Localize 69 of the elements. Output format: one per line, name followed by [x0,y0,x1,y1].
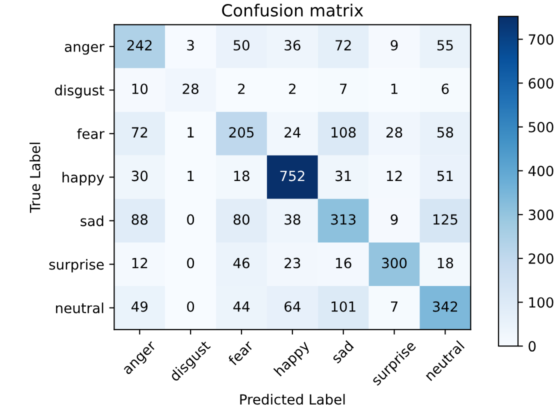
data-label: 31 [336,170,351,182]
y-tick-label: sad [80,215,104,226]
data-label: 2 [289,84,296,94]
data-label: 1 [391,84,398,94]
color-bar-label: 100 [529,297,554,308]
y-axis-title: True Label [30,142,40,213]
data-label: 28 [386,127,402,138]
data-label: 72 [132,127,148,138]
data-label: 0 [187,301,194,312]
color-bar-label: 300 [528,210,554,220]
data-label: 28 [182,84,198,94]
x-tick-label: sad [330,340,354,364]
data-label: 7 [390,302,398,312]
data-label: 18 [438,258,454,268]
y-tick-label: anger [64,44,104,55]
data-label: 9 [390,40,398,51]
data-label: 16 [336,258,352,268]
color-bar-label: 600 [528,78,554,89]
color-bar-label: 700 [528,34,554,45]
color-bar-label: 0 [528,341,536,352]
color-bar-label: 200 [528,253,554,264]
data-label: 38 [284,214,300,225]
data-label: 752 [280,170,304,182]
x-tick-label: fear [227,339,254,366]
data-label: 3 [187,40,194,51]
data-label: 24 [284,127,300,138]
data-label: 342 [433,301,458,312]
data-label: 46 [233,258,250,268]
x-axis-title: Predicted Label [240,394,345,405]
data-label: 7 [340,84,347,94]
data-label: 0 [187,258,194,268]
data-label: 44 [233,302,250,312]
data-label: 12 [132,258,148,268]
data-label: 55 [437,40,453,51]
data-label: 313 [331,214,356,225]
data-label: 6 [442,84,449,94]
data-label: 18 [234,170,250,182]
data-label: 72 [336,40,351,50]
data-label: 12 [386,170,402,181]
data-label: 88 [132,214,148,225]
y-tick-label: surprise [49,258,104,272]
data-label: 49 [131,301,148,312]
data-label: 300 [382,258,407,268]
data-label: 50 [234,40,250,51]
data-label: 205 [229,127,254,138]
data-label: 101 [332,301,356,312]
chart-title: Confusion matrix [222,4,364,17]
data-label: 1 [188,170,194,181]
data-label: 242 [127,40,152,50]
data-label: 9 [390,214,398,225]
y-tick-label: happy [62,172,104,186]
y-tick-label: fear [77,128,104,140]
data-label: 64 [284,301,300,312]
data-label: 58 [437,127,454,138]
color-bar-label: 400 [528,166,554,176]
data-label: 2 [238,84,245,94]
data-label: 0 [187,214,194,225]
color-bar-label: 500 [528,122,554,132]
data-label: 51 [437,170,453,182]
data-label: 125 [433,214,458,225]
data-label: 36 [284,40,300,51]
y-tick-label: neutral [56,302,104,314]
y-tick-label: disgust [55,84,104,98]
data-label: 10 [132,84,148,94]
data-label: 1 [188,127,194,138]
data-label: 80 [234,214,250,225]
data-label: 23 [284,258,300,268]
data-label: 30 [132,170,148,182]
data-label: 108 [332,127,356,138]
